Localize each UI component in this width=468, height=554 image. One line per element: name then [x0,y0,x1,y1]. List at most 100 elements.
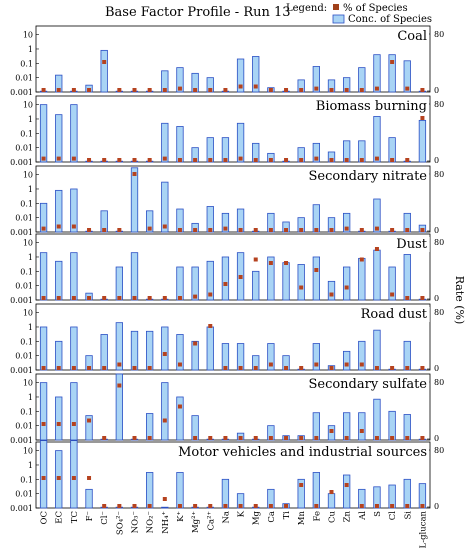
pct-marker [405,504,410,508]
pct-marker [193,228,198,232]
conc-bar [39,202,48,233]
y-tick-label: 1 [28,393,33,402]
pct-marker [405,366,410,370]
conc-bar [70,188,78,233]
pct-marker [253,158,258,162]
pct-marker [71,366,76,370]
x-tick-label: S [373,511,383,517]
pct-marker [208,228,213,232]
pct-marker [71,156,76,161]
pct-marker [223,436,228,440]
pct-marker [253,366,258,370]
y-tick-label: 0.1 [20,199,33,208]
conc-bar [85,488,93,509]
pct-marker [299,228,304,232]
pct-marker [208,436,213,440]
conc-bar [312,204,320,233]
conc-bar [39,326,48,371]
conc-bar [130,330,139,371]
pct-marker [374,226,379,231]
pct-marker [420,116,425,120]
pct-marker [405,296,410,300]
conc-bar [55,114,63,163]
pct-marker [314,504,319,508]
conc-bar [115,322,123,371]
conc-bar [70,104,78,163]
pct-marker [359,158,364,162]
pct-marker [238,366,243,370]
y-tick-label: 1 [28,323,33,332]
pct-marker [314,86,319,91]
conc-bar [343,350,351,371]
pct-marker [314,268,319,272]
conc-bar [343,266,351,301]
pct-marker [147,436,152,440]
pct-marker [193,88,198,92]
panel-7: 10 1 0.1 0.01 0.001 80 0 Motor vehicles and ind… [10,440,444,513]
pct-marker [359,228,364,232]
pct-marker [344,362,349,367]
y-tick-label: 0.1 [20,337,33,346]
pct-marker [132,504,137,508]
conc-bar [191,340,199,371]
conc-bar [327,493,336,509]
x-tick-label: Mg [252,510,262,525]
pct-marker [329,429,334,433]
right-tick-label: 0 [434,86,439,95]
pct-marker [299,158,304,162]
pct-marker [117,362,122,367]
pct-marker [238,436,243,440]
pct-marker [132,436,137,440]
y-tick-label: 10 [23,379,33,388]
conc-bar [297,264,305,301]
pct-marker [268,436,273,440]
conc-bar [176,126,184,163]
panel-title: Dust [396,237,427,252]
conc-bar [403,254,411,301]
pct-marker [253,257,258,262]
conc-bar [176,266,184,301]
conc-bar [388,54,396,93]
conc-bar [388,410,396,441]
panel-frame [35,25,431,93]
pct-marker [299,88,304,92]
pct-marker [299,285,304,290]
pct-marker [329,366,334,370]
pct-marker [41,156,46,161]
pct-marker [223,226,228,231]
x-tick-label: Cu [328,510,338,523]
right-tick-label: 80 [434,238,444,247]
pct-marker [208,292,213,297]
pct-marker [374,247,379,251]
pct-marker [238,275,243,279]
conc-bar [70,252,78,301]
conc-bar [358,340,366,371]
conc-bar [297,478,305,509]
conc-bar [130,167,139,233]
pct-marker [329,228,334,232]
panel-1: 10 1 0.1 0.01 0.001 80 0 Coal [10,25,444,97]
right-tick-label: 0 [434,156,439,165]
conc-bar [312,472,320,509]
pct-marker [162,296,167,300]
panel-title-bg [358,307,430,322]
pct-marker [147,366,152,370]
pct-marker [268,158,273,162]
panel-title: Biomass burning [316,99,427,114]
pct-marker [41,88,46,92]
conc-bar [130,252,139,301]
panel-title-bg [306,377,430,392]
panel-title-bg [395,29,429,44]
pct-marker [177,362,182,367]
conc-bar [236,58,245,93]
pct-marker [56,224,61,229]
y-tick-label: 10 [23,447,33,456]
right-axis-label: Rate (%) [453,276,466,325]
pct-marker [87,366,92,370]
pct-marker [132,88,137,92]
x-tick-label: Ca²⁺ [206,511,216,530]
pct-marker [390,158,395,162]
panel-title: Motor vehicles and industrial sources [178,445,427,460]
pct-marker [177,504,182,508]
